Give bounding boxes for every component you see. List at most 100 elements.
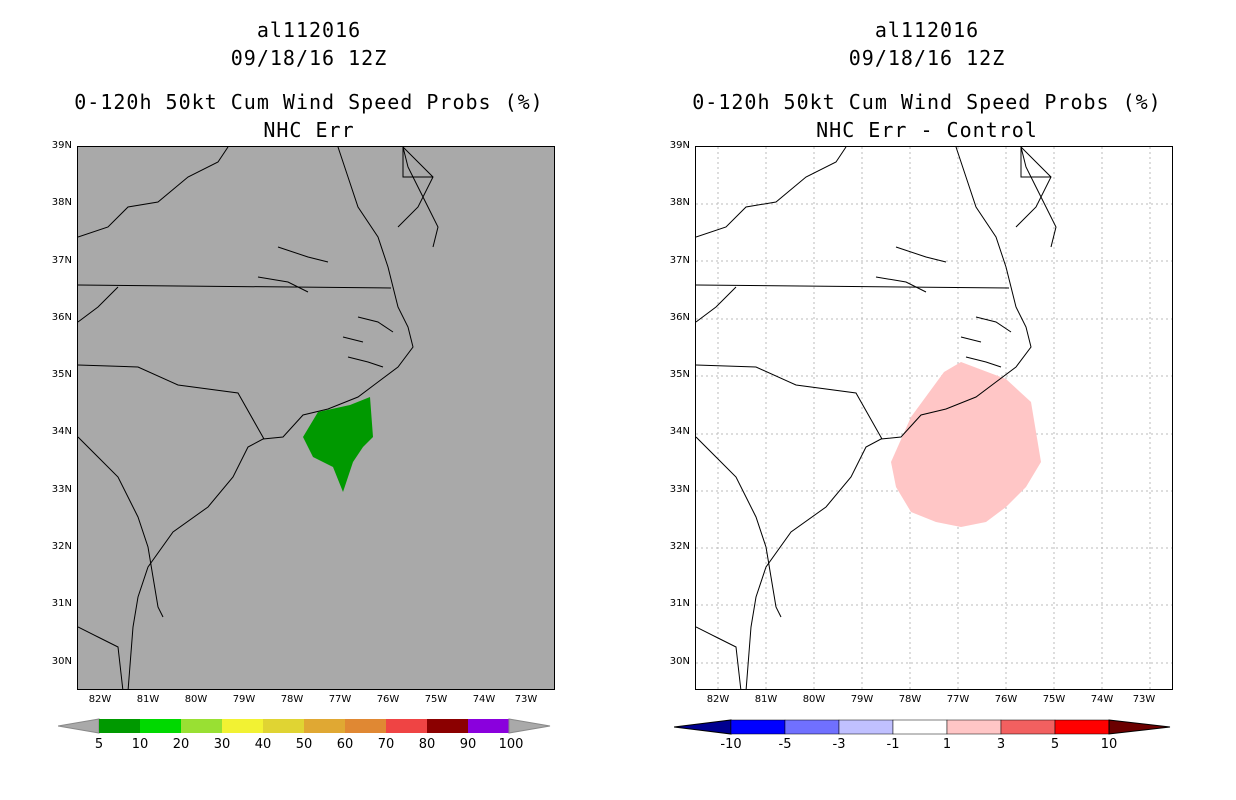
colorbar-diff: [674, 719, 1171, 735]
colorbar-swatch: [345, 719, 386, 733]
lat-label: 34N: [51, 426, 72, 437]
chesapeake-bay: [1020, 147, 1057, 248]
lon-label: 78W: [898, 694, 922, 705]
lat-label: 33N: [669, 484, 690, 495]
colorbar-prob: [58, 718, 551, 734]
colorbar-swatch: [468, 719, 509, 733]
lon-label: 76W: [376, 694, 400, 705]
state-border-nc-tn: [78, 286, 119, 323]
probability-region: [303, 397, 373, 492]
va-rivers: [257, 246, 329, 293]
lon-label: 75W: [424, 694, 448, 705]
colorbar-swatch: [140, 719, 181, 733]
lat-label: 31N: [51, 598, 72, 609]
nc-sounds: [342, 316, 394, 368]
nc-sounds: [960, 316, 1012, 368]
colorbar-label: -5: [778, 737, 792, 752]
colorbar-label: 70: [377, 737, 395, 752]
colorbar-label: 30: [213, 737, 231, 752]
lat-label: 32N: [51, 541, 72, 552]
colorbar-high-end: [1108, 719, 1171, 735]
lat-label: 37N: [669, 255, 690, 266]
state-border-nc-tn: [696, 286, 737, 323]
lat-label: 32N: [669, 541, 690, 552]
state-border-ga-sc: [78, 436, 164, 618]
colorbar-swatch: [892, 719, 948, 735]
map-frame: [695, 146, 1173, 690]
state-border-nc-va: [78, 284, 392, 289]
colorbar-swatch: [1054, 719, 1110, 735]
lat-label: 36N: [51, 312, 72, 323]
lon-label: 81W: [136, 694, 160, 705]
colorbar-high-end: [508, 718, 551, 734]
colorbar-swatch: [386, 719, 427, 733]
map-svg: [696, 147, 1172, 689]
storm-id: al112016: [256, 18, 362, 42]
lat-label: 35N: [51, 369, 72, 380]
lat-label: 38N: [51, 197, 72, 208]
map-svg: [78, 147, 439, 689]
colorbar-label: 5: [1050, 737, 1060, 752]
delmarva: [397, 147, 434, 228]
lon-label: 78W: [280, 694, 304, 705]
map-frame: [77, 146, 555, 690]
state-border-west: [78, 147, 229, 238]
lon-label: 79W: [232, 694, 256, 705]
product-title: 0-120h 50kt Cum Wind Speed Probs (%): [74, 90, 544, 114]
colorbar-label: 100: [498, 737, 524, 752]
lat-label: 39N: [669, 140, 690, 151]
colorbar-label: 90: [459, 737, 477, 752]
probability-region: [891, 362, 1041, 527]
lat-label: 33N: [51, 484, 72, 495]
coastline: [745, 147, 1032, 689]
storm-id: al112016: [874, 18, 980, 42]
lon-label: 82W: [706, 694, 730, 705]
lon-label: 77W: [946, 694, 970, 705]
delmarva: [1015, 147, 1052, 228]
colorbar-label: 80: [418, 737, 436, 752]
colorbar-swatch: [181, 719, 222, 733]
colorbar-label: 60: [336, 737, 354, 752]
lon-label: 73W: [514, 694, 538, 705]
colorbar-label: -1: [886, 737, 900, 752]
colorbar-swatch: [263, 719, 304, 733]
state-border-ga-sc: [696, 436, 782, 618]
lat-label: 30N: [669, 656, 690, 667]
lon-label: 79W: [850, 694, 874, 705]
colorbar-swatch: [427, 719, 468, 733]
colorbar-swatch: [222, 719, 263, 733]
colorbar-label: 40: [254, 737, 272, 752]
lat-label: 34N: [669, 426, 690, 437]
lat-label: 36N: [669, 312, 690, 323]
colorbar-swatch: [99, 719, 140, 733]
lon-label: 74W: [472, 694, 496, 705]
colorbar-swatch: [730, 719, 786, 735]
lon-label: 74W: [1090, 694, 1114, 705]
lon-label: 75W: [1042, 694, 1066, 705]
colorbar-swatch: [1000, 719, 1056, 735]
product-subtitle: NHC Err: [263, 118, 355, 142]
colorbar-swatch: [946, 719, 1002, 735]
colorbar-label: 1: [942, 737, 952, 752]
forecast-time: 09/18/16 12Z: [848, 46, 1006, 70]
lon-label: 80W: [802, 694, 826, 705]
colorbar-swatch: [784, 719, 840, 735]
lon-label: 82W: [88, 694, 112, 705]
lat-label: 31N: [669, 598, 690, 609]
colorbar-label: 10: [1100, 737, 1118, 752]
colorbar-swatch: [838, 719, 894, 735]
colorbar-label: 20: [172, 737, 190, 752]
colorbar-label: -10: [720, 737, 742, 752]
colorbar-swatch: [304, 719, 345, 733]
state-border-west: [696, 147, 847, 238]
state-border-nc-sc: [78, 364, 265, 440]
state-border-nc-va: [696, 284, 1010, 289]
colorbar-label: 3: [996, 737, 1006, 752]
lat-label: 37N: [51, 255, 72, 266]
right-panel: al112016 09/18/16 12Z 0-120h 50kt Cum Wi…: [618, 0, 1236, 800]
va-rivers: [875, 246, 947, 293]
left-panel: al112016 09/18/16 12Z 0-120h 50kt Cum Wi…: [51, 18, 555, 752]
lon-label: 73W: [1132, 694, 1156, 705]
chesapeake-bay: [402, 147, 439, 248]
product-title: 0-120h 50kt Cum Wind Speed Probs (%): [692, 90, 1162, 114]
